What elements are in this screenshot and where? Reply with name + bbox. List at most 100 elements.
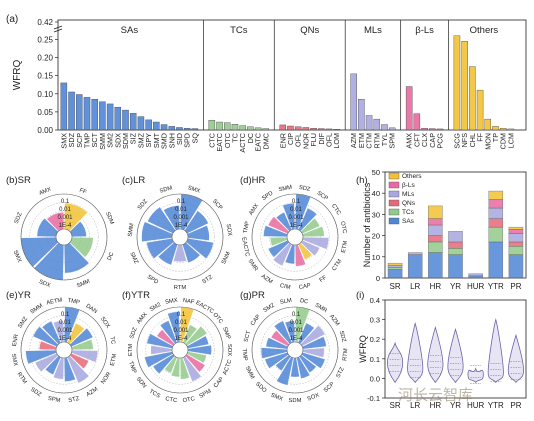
x-tick-label: NFS bbox=[460, 133, 469, 148]
angular-label: ETM bbox=[128, 344, 134, 356]
radial-tick-label: 0.1 bbox=[177, 199, 186, 205]
legend-swatch bbox=[388, 199, 400, 207]
x-tick-label: OTC bbox=[223, 133, 232, 148]
violin bbox=[447, 327, 464, 383]
radial-tick-label: 0.1 bbox=[61, 312, 70, 318]
angular-label: ETM bbox=[110, 353, 118, 366]
bar bbox=[461, 41, 468, 131]
stacked-bar-segment bbox=[508, 241, 524, 247]
x-tick-label: NOR bbox=[301, 133, 310, 149]
angular-label: SDZ bbox=[298, 185, 311, 193]
group-label: MLs bbox=[364, 25, 382, 36]
bar bbox=[436, 128, 444, 131]
angular-label: CTC bbox=[165, 396, 178, 404]
stacked-bar-segment bbox=[468, 275, 483, 279]
x-tick-label: ACTC bbox=[238, 133, 247, 153]
stacked-bar-segment bbox=[428, 235, 443, 243]
bar bbox=[429, 128, 436, 131]
bar bbox=[492, 126, 499, 131]
x-tick-label: SPD bbox=[183, 133, 192, 148]
bar bbox=[507, 128, 515, 131]
angular-label: SMR bbox=[314, 302, 328, 314]
polar-chart: (b)SR 0.1 0.01 0.001 1E-4 FF SDM DC SMM SDX SMX SDZ… bbox=[6, 175, 115, 289]
polar-ring bbox=[29, 202, 99, 272]
angular-label: CAP bbox=[213, 376, 225, 389]
angular-label: SCP bbox=[323, 381, 336, 394]
bar bbox=[153, 121, 160, 131]
polar-outline bbox=[20, 193, 108, 281]
bar bbox=[413, 113, 421, 131]
radial-tick-label: 1E-4 bbox=[175, 223, 188, 229]
bar bbox=[216, 121, 223, 131]
bar bbox=[262, 128, 270, 131]
angular-label: TCS bbox=[148, 389, 161, 400]
y-tick-label: 0.10 bbox=[37, 90, 53, 99]
x-tick-label: LR bbox=[410, 401, 420, 410]
legend-label: TCs bbox=[402, 209, 415, 216]
polar-ring bbox=[38, 324, 90, 376]
stacked-bar-segment bbox=[428, 241, 443, 253]
x-tick-label: CTM bbox=[365, 133, 374, 149]
angular-label: AMX bbox=[38, 187, 52, 197]
y-tick-label: 0.4 bbox=[370, 296, 380, 305]
legend-label: Others bbox=[402, 173, 422, 180]
angular-label: FF bbox=[78, 188, 87, 196]
angular-label: CTM bbox=[331, 258, 343, 272]
legend-swatch bbox=[388, 217, 400, 225]
x-tick-label: SR bbox=[390, 401, 401, 410]
bar bbox=[254, 127, 262, 131]
x-tick-label: YTR bbox=[488, 282, 504, 291]
stacked-bar-segment bbox=[488, 218, 504, 228]
panel-label: (d)HR bbox=[240, 175, 265, 186]
plot-frame bbox=[384, 299, 527, 399]
x-tick-label: CIP bbox=[286, 133, 295, 145]
angular-label: SMZ bbox=[128, 251, 139, 265]
angular-label: SPM bbox=[199, 388, 213, 400]
angular-label: SDZ bbox=[338, 330, 347, 343]
violin bbox=[427, 325, 444, 383]
bar bbox=[325, 128, 333, 131]
radial-tick-label: 0.001 bbox=[288, 215, 304, 221]
panel-label: (a) bbox=[6, 14, 18, 25]
y-tick-label: 0.15 bbox=[37, 72, 53, 81]
angular-label: DC bbox=[299, 298, 308, 305]
radial-tick-label: 0.01 bbox=[59, 320, 71, 326]
radial-tick-label: 1E-4 bbox=[59, 223, 72, 229]
bar bbox=[114, 106, 122, 131]
group-label: QNs bbox=[300, 25, 319, 36]
bar bbox=[499, 127, 507, 131]
violin bbox=[507, 333, 524, 383]
y-axis-label: WFRQ bbox=[358, 335, 368, 363]
angular-label: SOX bbox=[99, 316, 111, 330]
x-tick-label: SIZ bbox=[129, 132, 138, 144]
x-tick-label: LCM bbox=[506, 133, 515, 148]
radial-tick-label: 0.001 bbox=[57, 328, 73, 334]
bar bbox=[76, 94, 83, 131]
bar bbox=[183, 127, 191, 131]
group-label: β-Ls bbox=[415, 25, 434, 36]
angular-label: ACTC bbox=[222, 359, 233, 376]
violin bbox=[487, 318, 504, 383]
bar bbox=[476, 89, 484, 131]
angular-label: FF bbox=[319, 275, 329, 284]
bar bbox=[294, 126, 302, 131]
angular-label: SDO bbox=[254, 381, 268, 394]
angular-label: AMX bbox=[136, 312, 149, 326]
x-tick-label: CHL bbox=[468, 133, 477, 147]
radial-tick-label: 0.001 bbox=[173, 328, 189, 334]
bar bbox=[145, 119, 152, 131]
angular-label: SMX bbox=[10, 353, 18, 367]
y-tick-label: 40 bbox=[372, 189, 380, 198]
polar-ring bbox=[38, 211, 90, 263]
bar bbox=[176, 127, 183, 131]
stacked-bar-segment bbox=[508, 233, 524, 243]
axis-break bbox=[53, 25, 63, 33]
radial-tick-label: 0.001 bbox=[288, 328, 304, 334]
legend-swatch bbox=[388, 190, 400, 198]
angular-label: SPM bbox=[47, 396, 61, 404]
stacked-bar-segment bbox=[428, 252, 443, 279]
panel-i: (i) WFRQ 0.4 0.3 0.2 0.1 0.0 -0.1 SR LR HR YR HUR YTR… bbox=[356, 290, 527, 410]
x-tick-label: SMD bbox=[160, 133, 169, 149]
x-tick-label: HR bbox=[430, 401, 442, 410]
bar bbox=[421, 127, 428, 131]
